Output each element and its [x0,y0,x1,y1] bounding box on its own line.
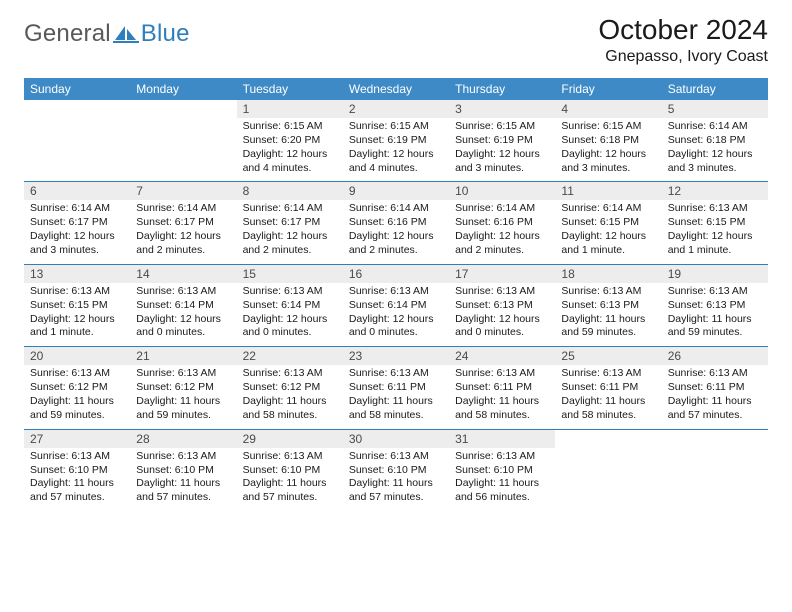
weekday-header: Thursday [449,78,555,100]
day-info: Sunrise: 6:13 AMSunset: 6:10 PMDaylight:… [237,448,343,511]
day-number: 19 [662,265,768,283]
daynum-row: 13141516171819 [24,264,768,283]
day-number: 22 [237,347,343,365]
day-info: Sunrise: 6:15 AMSunset: 6:19 PMDaylight:… [449,118,555,181]
day-number: 12 [662,182,768,200]
day-number: 13 [24,265,130,283]
day-number: 17 [449,265,555,283]
day-info: Sunrise: 6:13 AMSunset: 6:11 PMDaylight:… [555,365,661,428]
day-number: 28 [130,430,236,448]
day-number: 14 [130,265,236,283]
day-info: Sunrise: 6:15 AMSunset: 6:20 PMDaylight:… [237,118,343,181]
day-number: 23 [343,347,449,365]
day-info: Sunrise: 6:13 AMSunset: 6:10 PMDaylight:… [449,448,555,511]
day-number: 1 [237,100,343,118]
day-number: 24 [449,347,555,365]
calendar-table: Sunday Monday Tuesday Wednesday Thursday… [24,78,768,511]
logo-text-blue: Blue [141,20,190,48]
day-info: Sunrise: 6:14 AMSunset: 6:18 PMDaylight:… [662,118,768,181]
day-number: 15 [237,265,343,283]
day-info: Sunrise: 6:13 AMSunset: 6:15 PMDaylight:… [24,283,130,346]
logo-text-general: General [24,20,111,48]
day-number: 21 [130,347,236,365]
daynum-row: 6789101112 [24,182,768,201]
logo-sail-icon [113,24,139,44]
day-number [24,100,130,118]
day-number: 18 [555,265,661,283]
weekday-header-row: Sunday Monday Tuesday Wednesday Thursday… [24,78,768,100]
weekday-header: Wednesday [343,78,449,100]
dayinfo-row: Sunrise: 6:13 AMSunset: 6:12 PMDaylight:… [24,365,768,429]
day-info: Sunrise: 6:13 AMSunset: 6:11 PMDaylight:… [662,365,768,428]
day-info: Sunrise: 6:13 AMSunset: 6:11 PMDaylight:… [449,365,555,428]
day-number [555,430,661,448]
day-info: Sunrise: 6:13 AMSunset: 6:15 PMDaylight:… [662,200,768,263]
weekday-header: Monday [130,78,236,100]
day-info: Sunrise: 6:13 AMSunset: 6:10 PMDaylight:… [343,448,449,511]
day-info: Sunrise: 6:14 AMSunset: 6:15 PMDaylight:… [555,200,661,263]
daynum-row: 20212223242526 [24,347,768,366]
day-info: Sunrise: 6:14 AMSunset: 6:17 PMDaylight:… [130,200,236,263]
weekday-header: Tuesday [237,78,343,100]
day-number: 11 [555,182,661,200]
header: General Blue October 2024 Gnepasso, Ivor… [24,14,768,66]
daynum-row: 12345 [24,100,768,118]
day-info: Sunrise: 6:13 AMSunset: 6:10 PMDaylight:… [130,448,236,511]
weekday-header: Friday [555,78,661,100]
day-number: 29 [237,430,343,448]
dayinfo-row: Sunrise: 6:14 AMSunset: 6:17 PMDaylight:… [24,200,768,264]
month-title: October 2024 [598,14,768,46]
dayinfo-row: Sunrise: 6:15 AMSunset: 6:20 PMDaylight:… [24,118,768,182]
day-info: Sunrise: 6:13 AMSunset: 6:11 PMDaylight:… [343,365,449,428]
day-number: 20 [24,347,130,365]
day-number: 30 [343,430,449,448]
day-number [130,100,236,118]
day-number: 6 [24,182,130,200]
location: Gnepasso, Ivory Coast [598,48,768,66]
day-info: Sunrise: 6:14 AMSunset: 6:17 PMDaylight:… [237,200,343,263]
day-info: Sunrise: 6:13 AMSunset: 6:12 PMDaylight:… [130,365,236,428]
day-info [555,448,661,504]
weekday-header: Saturday [662,78,768,100]
day-number: 4 [555,100,661,118]
day-info: Sunrise: 6:13 AMSunset: 6:13 PMDaylight:… [449,283,555,346]
day-info: Sunrise: 6:14 AMSunset: 6:16 PMDaylight:… [343,200,449,263]
day-info: Sunrise: 6:13 AMSunset: 6:12 PMDaylight:… [237,365,343,428]
dayinfo-row: Sunrise: 6:13 AMSunset: 6:15 PMDaylight:… [24,283,768,347]
day-info [662,448,768,504]
day-number: 27 [24,430,130,448]
dayinfo-row: Sunrise: 6:13 AMSunset: 6:10 PMDaylight:… [24,448,768,511]
day-info: Sunrise: 6:13 AMSunset: 6:12 PMDaylight:… [24,365,130,428]
day-info: Sunrise: 6:13 AMSunset: 6:14 PMDaylight:… [237,283,343,346]
day-number: 5 [662,100,768,118]
day-info: Sunrise: 6:15 AMSunset: 6:18 PMDaylight:… [555,118,661,181]
day-info [130,118,236,174]
title-block: October 2024 Gnepasso, Ivory Coast [598,14,768,66]
day-info: Sunrise: 6:13 AMSunset: 6:13 PMDaylight:… [662,283,768,346]
daynum-row: 2728293031 [24,429,768,448]
logo: General Blue [24,14,190,48]
day-info: Sunrise: 6:15 AMSunset: 6:19 PMDaylight:… [343,118,449,181]
day-number: 8 [237,182,343,200]
day-number: 16 [343,265,449,283]
day-number: 10 [449,182,555,200]
weekday-header: Sunday [24,78,130,100]
day-info: Sunrise: 6:14 AMSunset: 6:16 PMDaylight:… [449,200,555,263]
day-info [24,118,130,174]
day-info: Sunrise: 6:13 AMSunset: 6:10 PMDaylight:… [24,448,130,511]
day-number: 31 [449,430,555,448]
day-info: Sunrise: 6:13 AMSunset: 6:13 PMDaylight:… [555,283,661,346]
day-info: Sunrise: 6:13 AMSunset: 6:14 PMDaylight:… [343,283,449,346]
day-number: 9 [343,182,449,200]
day-info: Sunrise: 6:13 AMSunset: 6:14 PMDaylight:… [130,283,236,346]
day-info: Sunrise: 6:14 AMSunset: 6:17 PMDaylight:… [24,200,130,263]
day-number: 2 [343,100,449,118]
day-number [662,430,768,448]
day-number: 7 [130,182,236,200]
day-number: 26 [662,347,768,365]
day-number: 3 [449,100,555,118]
day-number: 25 [555,347,661,365]
